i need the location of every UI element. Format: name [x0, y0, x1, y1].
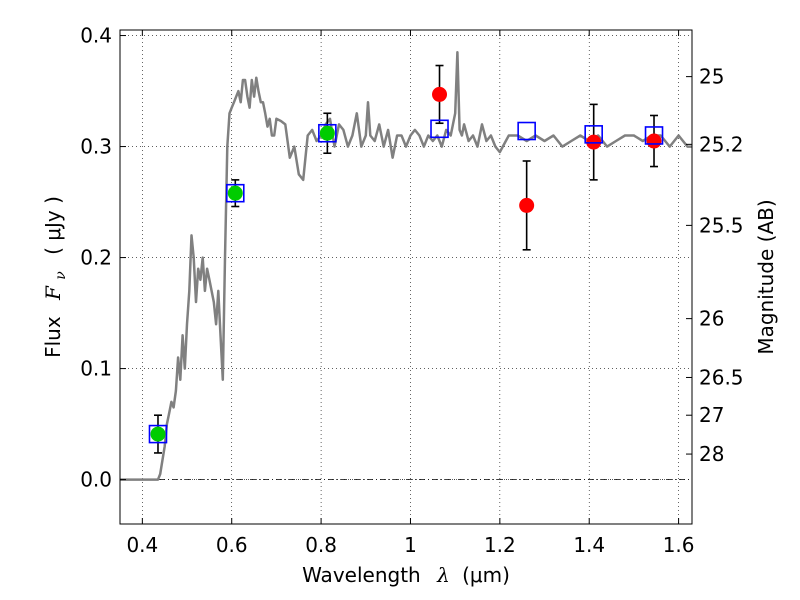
- y-axis-label-subscript: ν: [53, 271, 69, 280]
- y2-tick-label: 27: [699, 403, 724, 427]
- y-axis-label-symbol: F: [41, 285, 65, 301]
- squares-group: [148, 119, 664, 444]
- y-tick-label: 0.1: [80, 357, 112, 381]
- green-data-point: [319, 125, 335, 141]
- blue-square-marker: [517, 121, 536, 141]
- x-axis-label-unit: (μm): [462, 563, 510, 587]
- ticks: [120, 30, 692, 524]
- y2-tick-label: 25.2: [699, 132, 744, 156]
- red-data-point: [519, 197, 535, 213]
- y-tick-label: 0.4: [80, 24, 112, 48]
- x-tick-label: 1: [404, 533, 417, 557]
- x-axis-label-prefix: Wavelength: [302, 563, 421, 587]
- y2-tick-label: 26: [699, 307, 724, 331]
- blue-square-marker: [430, 119, 449, 139]
- y-tick-label: 0.2: [80, 246, 112, 270]
- y-tick-label: 0.0: [80, 468, 112, 492]
- blue-square-marker: [644, 126, 664, 145]
- green-data-point: [150, 426, 166, 442]
- x-axis-label: Wavelength λ (μm): [302, 563, 510, 587]
- y2-tick-label: 25.5: [699, 213, 744, 237]
- x-tick-label: 1.6: [663, 533, 695, 557]
- blue-square-marker: [225, 183, 245, 203]
- y2-tick-label: 25: [699, 65, 724, 89]
- y2-tick-label: 28: [699, 442, 724, 466]
- blue-square-marker: [584, 125, 603, 144]
- green-data-point: [227, 185, 243, 201]
- y2-tick-label: 26.5: [699, 365, 744, 389]
- y-axis-label-unit: ( μJy ): [41, 196, 65, 255]
- plot-frame: [119, 29, 693, 525]
- x-tick-label: 1.4: [573, 533, 605, 557]
- x-tick-label: 0.6: [216, 533, 248, 557]
- blue-square-marker: [148, 424, 168, 444]
- x-axis-label-symbol: λ: [436, 563, 450, 587]
- x-tick-label: 0.4: [126, 533, 158, 557]
- points-group: [150, 86, 662, 442]
- tick-labels: 0.4 0.6 0.8 1 1.2 1.4 1.6 0.0 0.1 0.2 0.3 0.4 25 25.2…: [80, 24, 743, 557]
- red-data-point: [646, 133, 662, 149]
- blue-square-marker: [318, 123, 337, 143]
- y2-axis-label: Magnitude (AB): [754, 199, 778, 354]
- red-data-point: [432, 86, 448, 102]
- plot-background: [120, 30, 692, 524]
- x-tick-label: 1.2: [484, 533, 516, 557]
- x-tick-label: 0.8: [305, 533, 337, 557]
- y-axis-label-prefix: Flux: [41, 316, 65, 358]
- y-tick-label: 0.3: [80, 135, 112, 159]
- y-axis-label: Flux F ν ( μJy ): [41, 196, 70, 358]
